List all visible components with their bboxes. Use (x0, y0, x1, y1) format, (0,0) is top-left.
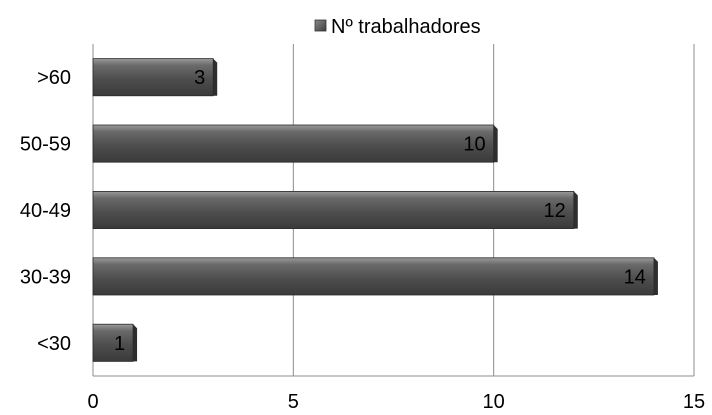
bar-edge (493, 125, 498, 163)
bar (92, 124, 495, 163)
data-label: 3 (194, 67, 205, 89)
bar-group: 3 (92, 58, 218, 97)
data-label: 12 (544, 200, 566, 222)
bar-edge (653, 257, 658, 295)
bar-edge (573, 191, 578, 229)
x-tick-labels: 0 5 10 15 (87, 391, 705, 413)
bar (92, 58, 214, 97)
bar-edge (133, 324, 138, 362)
bar (92, 323, 134, 362)
x-tick-label: 15 (683, 391, 705, 410)
category-labels: <30 30-39 40-49 50-59 >60 (20, 67, 71, 355)
legend-label: Nº trabalhadores (331, 16, 481, 38)
bar-group: 1 (92, 323, 138, 362)
category-label: 30-39 (20, 266, 71, 288)
data-label: 1 (114, 333, 125, 355)
category-label: <30 (37, 333, 71, 355)
legend: Nº trabalhadores (314, 16, 481, 38)
x-tick-label: 0 (87, 391, 98, 410)
data-label: 14 (624, 266, 646, 288)
bar-group: 14 (92, 257, 658, 296)
bar-group: 12 (92, 191, 578, 229)
data-label: 10 (463, 134, 485, 156)
bar (92, 257, 655, 296)
x-tick-label: 10 (483, 391, 505, 410)
legend-swatch (314, 19, 327, 32)
bars: 1 14 12 10 3 (92, 58, 658, 362)
x-tick-label: 5 (288, 391, 299, 410)
bar-edge (213, 58, 218, 96)
bar-group: 10 (92, 124, 498, 163)
bar (92, 191, 575, 229)
category-label: 50-59 (20, 134, 71, 156)
category-label: >60 (37, 67, 71, 89)
category-label: 40-49 (20, 200, 71, 222)
